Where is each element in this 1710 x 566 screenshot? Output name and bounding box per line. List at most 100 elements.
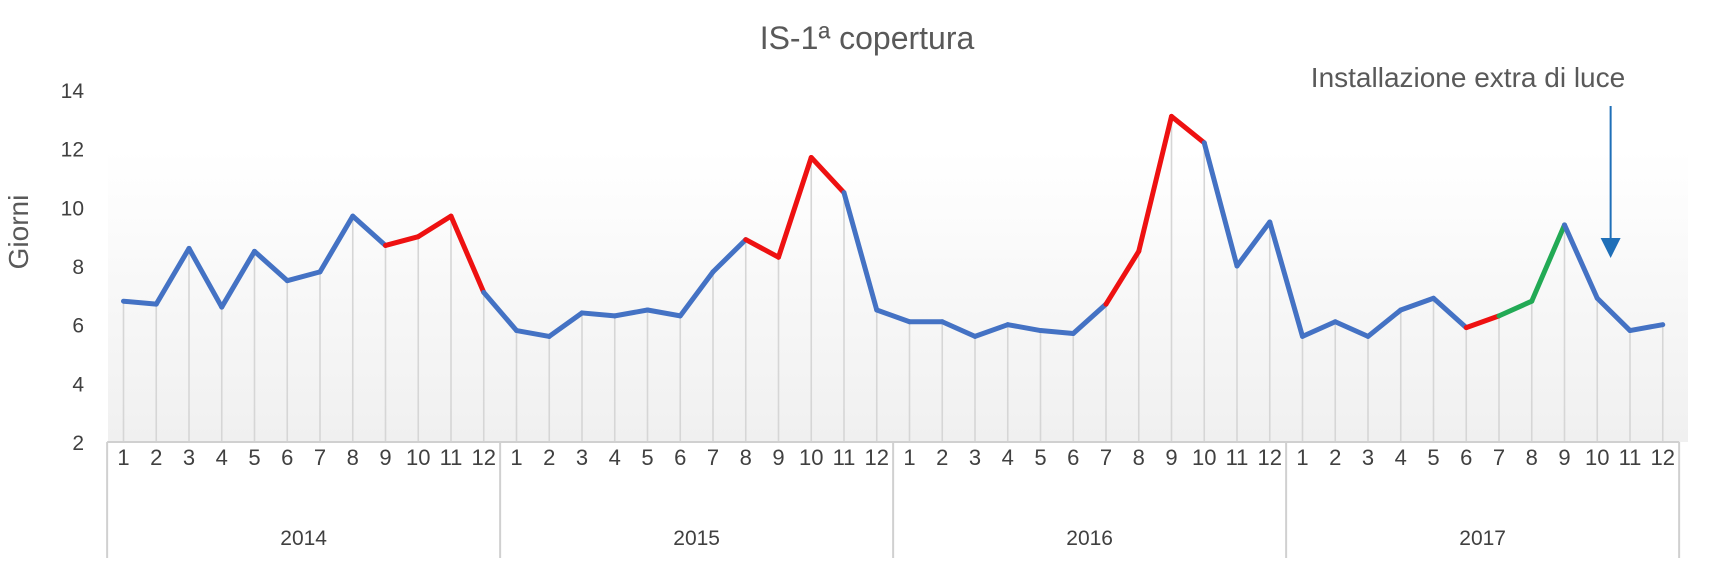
month-tick-label: 11 bbox=[440, 445, 463, 470]
line-segment bbox=[481, 289, 519, 334]
chart-title: IS-1ª copertura bbox=[760, 20, 975, 56]
month-tick-label: 1 bbox=[510, 445, 522, 470]
month-tick-label: 10 bbox=[1192, 445, 1216, 470]
month-tick-label: 2 bbox=[936, 445, 948, 470]
month-tick-label: 1 bbox=[1296, 445, 1308, 470]
line-segment bbox=[874, 307, 912, 325]
line-segment bbox=[645, 307, 683, 319]
month-tick-label: 10 bbox=[799, 445, 823, 470]
line-segment bbox=[153, 245, 192, 307]
line-segment bbox=[579, 310, 618, 319]
year-label: 2014 bbox=[280, 527, 327, 550]
month-tick-label: 9 bbox=[1558, 445, 1570, 470]
month-tick-label: 7 bbox=[314, 445, 326, 470]
y-tick-label: 8 bbox=[72, 256, 84, 279]
line-segment bbox=[1234, 219, 1273, 269]
month-tick-label: 7 bbox=[1493, 445, 1505, 470]
year-label: 2015 bbox=[673, 527, 720, 550]
y-tick-label: 12 bbox=[61, 139, 84, 162]
month-tick-label: 6 bbox=[674, 445, 686, 470]
line-segment bbox=[284, 269, 323, 284]
line-segment bbox=[219, 248, 257, 310]
line-segment bbox=[1594, 295, 1633, 334]
month-tick-label: 11 bbox=[833, 445, 856, 470]
line-segment bbox=[972, 322, 1011, 339]
month-tick-label: 9 bbox=[772, 445, 784, 470]
month-tick-label: 12 bbox=[1651, 445, 1675, 470]
month-tick-label: 11 bbox=[1619, 445, 1642, 470]
line-segment bbox=[776, 154, 814, 260]
line-segment bbox=[1038, 328, 1076, 336]
month-tick-label: 3 bbox=[1362, 445, 1374, 470]
month-tick-label: 3 bbox=[576, 445, 588, 470]
month-tick-label: 10 bbox=[406, 445, 430, 470]
line-segment bbox=[448, 213, 487, 295]
year-label: 2017 bbox=[1459, 527, 1506, 550]
line-segment bbox=[841, 190, 880, 313]
drop-lines bbox=[122, 116, 1664, 442]
y-axis-ticks: 2 4 6 8 10 12 14 bbox=[61, 80, 85, 455]
month-tick-label: 8 bbox=[1133, 445, 1145, 470]
annotation-text: Installazione extra di luce bbox=[1311, 62, 1625, 93]
month-tick-label: 2 bbox=[543, 445, 555, 470]
month-tick-label: 7 bbox=[707, 445, 719, 470]
month-tick-label: 6 bbox=[1067, 445, 1079, 470]
y-tick-label: 6 bbox=[72, 315, 84, 338]
y-tick-label: 2 bbox=[72, 432, 84, 455]
line-segment bbox=[1332, 319, 1371, 339]
line-segment bbox=[383, 234, 421, 248]
line-segment bbox=[710, 237, 749, 275]
month-tick-label: 5 bbox=[641, 445, 653, 470]
month-tick-label: 6 bbox=[1460, 445, 1472, 470]
month-tick-label: 8 bbox=[347, 445, 359, 470]
month-tick-label: 1 bbox=[117, 445, 129, 470]
line-segment bbox=[939, 319, 978, 339]
month-tick-label: 9 bbox=[379, 445, 391, 470]
month-tick-label: 7 bbox=[1100, 445, 1112, 470]
line-segment bbox=[1267, 219, 1305, 339]
month-tick-label: 4 bbox=[1395, 445, 1407, 470]
month-tick-label: 12 bbox=[865, 445, 889, 470]
line-segment bbox=[1070, 301, 1109, 336]
month-tick-label: 8 bbox=[1526, 445, 1538, 470]
line-segment bbox=[121, 298, 159, 307]
plot-area bbox=[108, 150, 1688, 442]
line-segment bbox=[612, 307, 650, 319]
month-tick-label: 11 bbox=[1226, 445, 1249, 470]
month-tick-label: 10 bbox=[1585, 445, 1609, 470]
series-line bbox=[121, 113, 1666, 339]
month-tick-label: 12 bbox=[1258, 445, 1282, 470]
line-segment bbox=[1431, 295, 1469, 331]
y-tick-label: 10 bbox=[61, 197, 84, 220]
line-segment bbox=[1529, 222, 1567, 304]
line-segment bbox=[1300, 319, 1338, 339]
line-segment bbox=[252, 248, 290, 284]
line-segment bbox=[1463, 313, 1502, 331]
line-segment bbox=[546, 310, 585, 339]
month-tick-label: 5 bbox=[248, 445, 260, 470]
line-segment bbox=[350, 213, 388, 248]
month-tick-label: 1 bbox=[903, 445, 915, 470]
month-tick-label: 4 bbox=[1002, 445, 1014, 470]
line-segment bbox=[415, 213, 454, 240]
year-label: 2016 bbox=[1066, 527, 1113, 550]
line-segment bbox=[1169, 113, 1207, 146]
annotation: Installazione extra di luce bbox=[1311, 62, 1625, 258]
month-tick-label: 3 bbox=[969, 445, 981, 470]
line-segment bbox=[514, 328, 552, 339]
line-segment bbox=[1005, 322, 1043, 334]
line-segment bbox=[1201, 140, 1240, 269]
line-segment bbox=[1136, 113, 1174, 254]
month-tick-label: 5 bbox=[1034, 445, 1046, 470]
month-tick-label: 5 bbox=[1427, 445, 1439, 470]
line-segment bbox=[1398, 295, 1436, 313]
month-tick-label: 12 bbox=[472, 445, 496, 470]
month-tick-label: 3 bbox=[183, 445, 195, 470]
line-segment bbox=[317, 213, 356, 275]
month-tick-label: 2 bbox=[150, 445, 162, 470]
line-segment bbox=[1562, 222, 1600, 301]
y-axis-label: Giorni bbox=[3, 195, 34, 270]
y-tick-label: 14 bbox=[61, 80, 85, 103]
month-tick-label: 4 bbox=[216, 445, 228, 470]
